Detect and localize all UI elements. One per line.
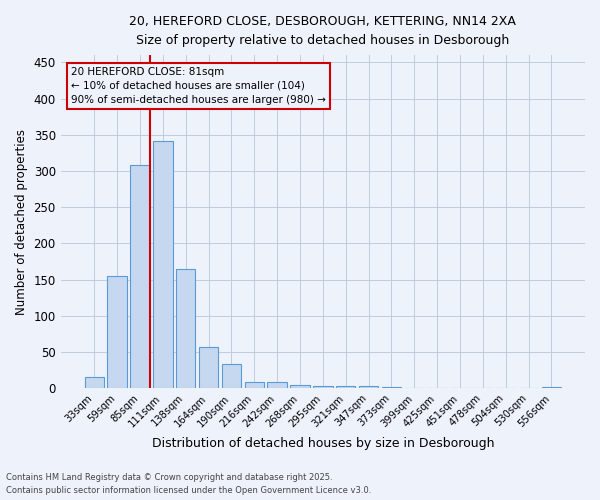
Bar xyxy=(221,364,241,388)
Bar xyxy=(268,382,287,388)
Bar xyxy=(107,276,127,388)
Bar xyxy=(359,386,378,388)
Y-axis label: Number of detached properties: Number of detached properties xyxy=(15,128,28,314)
Bar xyxy=(85,378,104,388)
X-axis label: Distribution of detached houses by size in Desborough: Distribution of detached houses by size … xyxy=(152,437,494,450)
Title: 20, HEREFORD CLOSE, DESBOROUGH, KETTERING, NN14 2XA
Size of property relative to: 20, HEREFORD CLOSE, DESBOROUGH, KETTERIN… xyxy=(130,15,516,47)
Bar xyxy=(245,382,264,388)
Bar xyxy=(290,384,310,388)
Bar xyxy=(153,140,173,388)
Bar xyxy=(176,268,196,388)
Bar xyxy=(542,386,561,388)
Bar xyxy=(199,347,218,388)
Bar xyxy=(313,386,332,388)
Text: 20 HEREFORD CLOSE: 81sqm
← 10% of detached houses are smaller (104)
90% of semi-: 20 HEREFORD CLOSE: 81sqm ← 10% of detach… xyxy=(71,67,326,105)
Bar xyxy=(336,386,355,388)
Text: Contains HM Land Registry data © Crown copyright and database right 2025.
Contai: Contains HM Land Registry data © Crown c… xyxy=(6,474,371,495)
Bar xyxy=(382,386,401,388)
Bar xyxy=(130,165,149,388)
